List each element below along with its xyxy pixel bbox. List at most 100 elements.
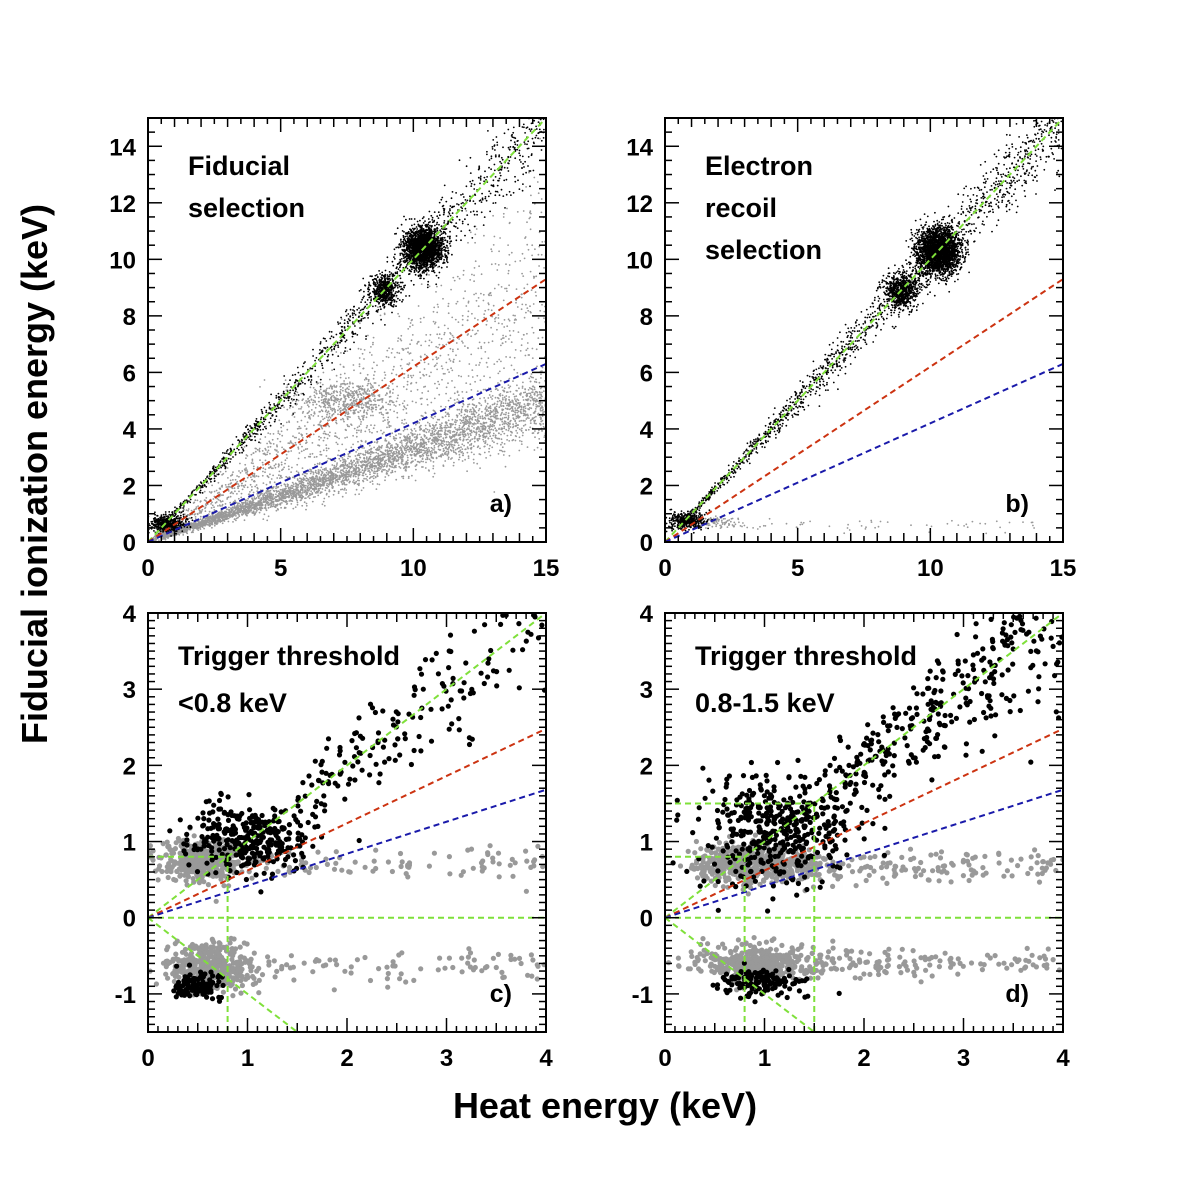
data-point-gray (405, 450, 408, 452)
data-point-gray (487, 308, 490, 311)
data-point-gray (541, 409, 544, 412)
data-point-gray (331, 486, 334, 489)
data-point-gray (533, 176, 536, 179)
data-point-gray (432, 310, 435, 313)
data-point-gray (491, 420, 494, 422)
data-point-gray (296, 489, 298, 492)
data-point-gray (469, 444, 471, 446)
data-point-gray (345, 469, 348, 472)
data-point-gray (478, 364, 480, 366)
data-point-gray (405, 451, 407, 454)
data-point-gray (378, 447, 381, 449)
data-point-gray (503, 367, 505, 370)
data-point-gray (452, 350, 454, 353)
data-point-gray (415, 423, 417, 426)
data-point-gray (425, 443, 428, 446)
data-point-gray (371, 475, 374, 478)
data-point-gray (399, 441, 402, 444)
data-point-gray (289, 486, 292, 489)
data-point-gray (385, 459, 387, 462)
data-point-gray (495, 405, 498, 408)
data-point-gray (337, 454, 339, 457)
data-point-gray (525, 311, 527, 314)
data-point-gray (509, 334, 512, 337)
data-point-gray (408, 435, 411, 438)
data-point-gray (515, 404, 518, 407)
data-point-gray (322, 418, 324, 421)
data-point-gray (428, 431, 430, 433)
data-point-gray (302, 490, 304, 492)
data-point-gray (325, 447, 328, 450)
data-point-gray (407, 433, 410, 436)
data-point-gray (248, 503, 251, 505)
data-point-gray (442, 454, 444, 456)
data-point-gray (404, 436, 407, 438)
data-point-gray (278, 433, 281, 436)
data-point-gray (466, 451, 469, 454)
data-point-gray (307, 487, 310, 489)
data-point-gray (406, 383, 409, 386)
data-point-gray (404, 445, 407, 447)
data-point-gray (391, 463, 393, 466)
data-point-gray (382, 452, 385, 455)
data-point-gray (437, 346, 439, 349)
data-point-gray (492, 304, 495, 307)
data-point-gray (518, 387, 520, 390)
data-point-gray (526, 283, 529, 286)
data-point-gray (293, 488, 295, 491)
data-point-gray (496, 417, 499, 420)
data-point-gray (534, 248, 536, 251)
data-point-gray (451, 369, 454, 372)
data-point-gray (447, 450, 450, 453)
data-point-gray (361, 352, 364, 355)
data-point-gray (196, 528, 199, 530)
data-point-gray (471, 407, 474, 409)
data-point-gray (343, 487, 346, 490)
data-point-gray (219, 470, 222, 473)
data-point-gray (471, 438, 474, 440)
data-point-gray (515, 395, 518, 397)
data-point-gray (242, 505, 245, 508)
data-point-gray (484, 425, 487, 428)
data-point-gray (447, 453, 450, 455)
data-point-gray (387, 423, 389, 425)
data-point-gray (262, 498, 265, 501)
data-point-gray (303, 402, 306, 404)
data-point-gray (376, 474, 379, 477)
data-point-gray (287, 489, 289, 492)
data-point-gray (242, 507, 245, 510)
data-point-gray (502, 398, 504, 401)
data-point-gray (365, 477, 367, 480)
data-point-gray (315, 488, 318, 490)
data-point-gray (424, 467, 427, 469)
data-point-gray (436, 418, 439, 421)
data-point-gray (354, 462, 357, 464)
data-point-gray (402, 463, 405, 466)
data-point-gray (221, 500, 224, 503)
data-point-gray (413, 436, 416, 439)
data-point-gray (297, 484, 299, 487)
data-point-gray (253, 496, 256, 498)
data-point-gray (280, 506, 282, 509)
data-point-gray (465, 423, 467, 425)
data-point-gray (467, 455, 470, 458)
data-point-gray (177, 532, 179, 535)
data-point-gray (521, 385, 524, 388)
data-point-gray (355, 451, 357, 453)
data-point-gray (450, 436, 453, 438)
data-point-gray (234, 509, 237, 511)
data-point-gray (414, 479, 417, 482)
data-point-gray (309, 453, 312, 455)
data-point-gray (399, 338, 402, 341)
data-point-gray (348, 462, 351, 465)
data-point-gray (516, 211, 519, 213)
data-point-gray (407, 376, 410, 378)
data-point-gray (360, 429, 363, 432)
data-point-gray (432, 320, 435, 323)
data-point-gray (313, 481, 315, 484)
data-point-gray (312, 476, 314, 479)
data-point-gray (492, 432, 495, 435)
data-point-gray (530, 387, 533, 390)
data-point-gray (301, 445, 303, 448)
data-point-gray (262, 518, 265, 520)
